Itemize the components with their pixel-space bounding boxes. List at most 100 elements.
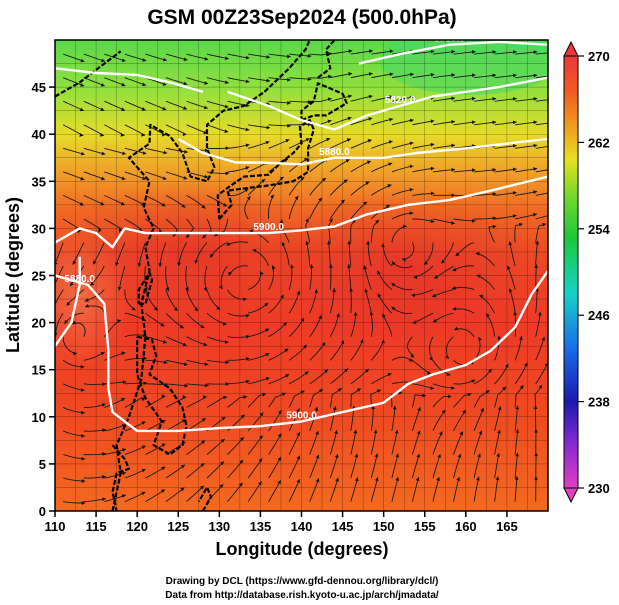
streamline-arrow — [451, 167, 456, 172]
streamline-arrow — [245, 127, 250, 132]
streamline-arrow — [73, 351, 77, 356]
streamline-arrow — [327, 97, 332, 102]
streamline-arrow — [163, 360, 168, 365]
streamline-arrow — [340, 340, 344, 345]
streamline — [206, 396, 228, 408]
streamline-arrow — [245, 103, 250, 108]
streamline — [63, 53, 85, 63]
streamline — [165, 100, 188, 110]
streamline-arrow — [160, 489, 165, 493]
streamline — [412, 167, 435, 173]
streamline — [124, 334, 147, 338]
y-tick-label: 35 — [32, 174, 46, 189]
streamline-arrow — [415, 477, 420, 482]
streamline-arrow — [381, 339, 386, 344]
streamline-arrow — [259, 412, 264, 417]
streamline — [453, 121, 476, 126]
streamline-arrow — [224, 104, 229, 109]
streamline — [330, 159, 350, 173]
streamline — [509, 241, 516, 267]
streamline — [124, 124, 146, 136]
coastline — [111, 40, 311, 511]
streamline-arrow — [375, 220, 380, 224]
streamline-arrow — [388, 162, 393, 167]
streamline-arrow — [203, 105, 208, 110]
streamline — [370, 405, 374, 431]
streamline — [350, 388, 362, 408]
streamline — [206, 359, 230, 363]
streamline-arrow — [451, 49, 456, 54]
streamline-arrow — [79, 133, 84, 137]
x-tick-label: 155 — [414, 519, 436, 534]
colorbar-tick-label: 270 — [588, 49, 610, 64]
streamline — [329, 388, 342, 408]
streamline-arrow — [492, 50, 497, 54]
streamline — [145, 466, 166, 479]
streamline — [186, 53, 209, 60]
streamline — [514, 362, 528, 385]
coastline — [216, 119, 315, 220]
streamline — [186, 462, 205, 479]
streamline-arrow — [81, 456, 86, 461]
streamline-arrow — [277, 433, 282, 438]
streamline — [391, 405, 396, 431]
streamline — [367, 241, 372, 267]
streamline-arrow — [315, 454, 320, 459]
streamline-arrow — [408, 357, 413, 362]
streamline-arrow — [328, 51, 332, 56]
streamline — [329, 313, 340, 337]
streamline-arrow — [80, 176, 85, 181]
streamline-arrow — [79, 107, 84, 112]
streamline — [309, 197, 323, 220]
streamline-arrow — [80, 388, 85, 392]
streamline — [145, 383, 168, 386]
streamline-arrow — [185, 287, 189, 292]
streamline — [248, 352, 270, 361]
streamline-arrow — [321, 178, 326, 182]
streamline-arrow — [476, 274, 481, 278]
streamline — [309, 341, 326, 361]
streamline — [104, 77, 126, 87]
streamline-arrow — [471, 379, 476, 384]
streamline — [288, 479, 301, 502]
streamline — [494, 215, 517, 220]
streamline-arrow — [554, 167, 558, 171]
streamline-arrow — [340, 199, 345, 204]
streamline-arrow — [430, 119, 435, 124]
streamline-arrow — [184, 383, 189, 388]
streamline — [226, 241, 249, 246]
streamline-arrow — [553, 212, 557, 216]
streamline — [288, 195, 299, 220]
streamline — [268, 321, 288, 338]
streamline — [350, 117, 373, 126]
streamline-arrow — [260, 271, 264, 276]
streamline — [452, 308, 475, 314]
streamline — [104, 494, 126, 503]
streamline — [165, 147, 188, 153]
streamline — [83, 53, 106, 62]
streamline — [453, 51, 476, 55]
streamline — [165, 464, 186, 479]
streamline-arrow — [444, 354, 449, 359]
colorbar-tick-label: 262 — [588, 135, 610, 150]
streamline — [432, 453, 441, 479]
streamline — [206, 100, 229, 108]
streamline — [63, 147, 85, 155]
streamline-arrow — [533, 50, 538, 55]
streamline — [247, 271, 262, 291]
streamline — [494, 168, 517, 173]
streamline-arrow — [368, 117, 373, 121]
credit-line-2: Data from http://database.rish.kyoto-u.a… — [165, 590, 439, 601]
streamline-arrow — [497, 335, 502, 340]
streamline-arrow — [102, 382, 106, 387]
streamline-arrow — [278, 410, 282, 415]
streamline-arrow — [430, 386, 435, 390]
streamline-arrow — [280, 294, 284, 299]
streamline-arrow — [321, 342, 326, 347]
streamline-arrow — [120, 132, 125, 137]
streamline-arrow — [388, 140, 393, 144]
streamline-arrow — [374, 477, 379, 482]
streamline-arrow — [367, 139, 372, 143]
streamline-arrow — [485, 390, 490, 394]
streamline — [62, 359, 85, 368]
